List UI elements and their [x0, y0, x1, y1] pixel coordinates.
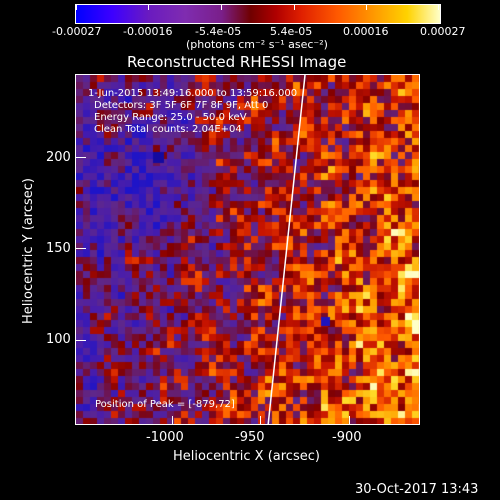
colorbar-tick-label: 5.4e-05 — [270, 25, 313, 38]
colorbar-tick — [294, 5, 295, 10]
x-axis-tick — [349, 416, 350, 424]
colorbar-tick-label: -0.00016 — [123, 25, 173, 38]
flux-heatmap — [76, 75, 419, 424]
colorbar-tick — [148, 5, 149, 10]
colorbar-units-label: (photons cm⁻² s⁻¹ asec⁻²) — [186, 38, 328, 51]
peak-position-annotation: Position of Peak = [-879,72] — [95, 399, 235, 410]
x-axis-tick — [260, 416, 261, 424]
y-axis-tick — [76, 340, 86, 341]
colorbar-tick — [76, 5, 77, 10]
colorbar — [75, 4, 441, 24]
x-axis-tick-label: -900 — [332, 430, 362, 445]
colorbar-tick-label: -5.4e-05 — [195, 25, 242, 38]
colorbar-tick — [366, 5, 367, 10]
y-axis-label: Heliocentric Y (arcsec) — [21, 178, 36, 324]
y-axis-tick — [76, 248, 86, 249]
y-axis-tick-label: 200 — [46, 150, 71, 165]
x-axis-tick-label: -950 — [235, 430, 265, 445]
colorbar-tick-label: -0.00027 — [52, 25, 102, 38]
energy-range-annotation: Energy Range: 25.0 - 50.0 keV — [94, 112, 247, 123]
detectors-annotation: Detectors: 3F 5F 6F 7F 8F 9F, Att 0 — [94, 100, 269, 111]
footer-timestamp: 30-Oct-2017 13:43 — [355, 482, 479, 497]
colorbar-tick-label: 0.00027 — [420, 25, 466, 38]
x-axis-tick-label: -1000 — [146, 430, 184, 445]
image-plot-area: 1-Jun-2015 13:49:16.000 to 13:59:16.000 … — [75, 74, 420, 425]
time-range-annotation: 1-Jun-2015 13:49:16.000 to 13:59:16.000 — [88, 88, 298, 99]
y-axis-tick — [76, 157, 86, 158]
colorbar-tick — [221, 5, 222, 10]
plot-title: Reconstructed RHESSI Image — [127, 53, 347, 71]
colorbar-tick-label: 0.00016 — [343, 25, 389, 38]
clean-counts-annotation: Clean Total counts: 2.04E+04 — [94, 124, 242, 135]
y-axis-tick-label: 150 — [46, 241, 71, 256]
y-axis-tick-label: 100 — [46, 332, 71, 347]
solar-limb-line — [267, 75, 306, 424]
limb-line-overlay — [267, 75, 306, 424]
colorbar-tick — [438, 5, 439, 10]
x-axis-label: Heliocentric X (arcsec) — [173, 449, 320, 464]
x-axis-tick — [172, 416, 173, 424]
